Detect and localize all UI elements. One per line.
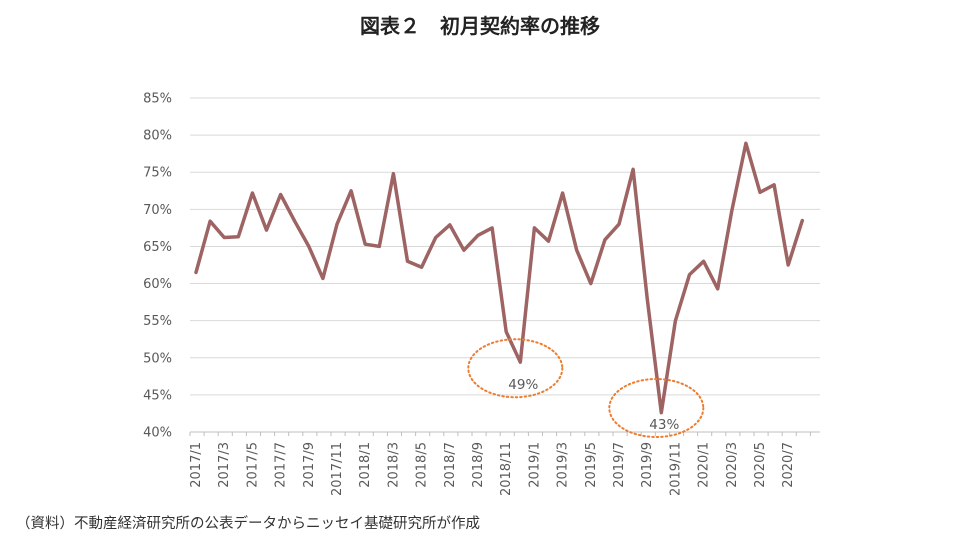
x-tick-label: 2017/1 [189, 442, 204, 488]
x-tick-label: 2020/3 [725, 442, 740, 488]
series-lines [194, 141, 805, 415]
annotation-ellipse [608, 378, 705, 438]
x-axis [189, 431, 820, 436]
x-tick-label: 2017/7 [274, 442, 289, 488]
x-tick-label: 2019/3 [556, 442, 571, 488]
y-tick-label: 50% [143, 351, 172, 366]
annotation-ellipse [467, 338, 564, 399]
x-tick-label: 2018/1 [358, 442, 373, 488]
x-tick-label: 2019/5 [584, 442, 599, 488]
y-tick-label: 75% [143, 166, 172, 181]
x-axis-tick-labels: 2017/1 2017/3 2017/5 2017/7 2017/9 2017/11 201… [189, 442, 796, 496]
y-tick-label: 45% [143, 388, 172, 403]
x-tick-label: 2019/7 [612, 442, 627, 488]
y-tick-label: 85% [143, 92, 172, 107]
y-tick-label: 65% [143, 240, 172, 255]
gridlines [190, 97, 820, 433]
x-tick-label: 2017/3 [217, 442, 232, 488]
source-note: （資料）不動産経済研究所の公表データからニッセイ基礎研究所が作成 [16, 516, 480, 532]
x-tick-label: 2019/9 [640, 442, 655, 488]
x-tick-label: 2018/7 [443, 442, 458, 488]
chart-title: 図表２ 初月契約率の推移 [360, 14, 600, 38]
annotation-label: 49% [508, 377, 538, 393]
y-tick-label: 80% [143, 129, 172, 144]
x-tick-label: 2020/1 [697, 442, 712, 488]
x-tick-label: 2017/5 [245, 442, 260, 488]
y-tick-label: 40% [143, 426, 172, 441]
x-tick-label: 2018/3 [386, 442, 401, 488]
x-tick-label: 2017/9 [302, 442, 317, 488]
y-tick-label: 55% [143, 314, 172, 329]
annotations: 49% 43% [467, 338, 705, 438]
x-tick-label: 2017/11 [330, 442, 345, 496]
x-tick-label: 2020/5 [753, 442, 768, 488]
x-tick-label: 2019/11 [668, 442, 683, 496]
y-axis-tick-labels: 40% 45% 50% 55% 60% 65% 70% 75% 80% 85% [143, 92, 172, 441]
annotation-label: 43% [649, 417, 679, 433]
y-tick-label: 70% [143, 203, 172, 218]
x-tick-label: 2019/1 [527, 442, 542, 488]
x-tick-label: 2018/5 [415, 442, 430, 488]
x-tick-label: 2020/7 [781, 442, 796, 488]
x-tick-label: 2018/11 [499, 442, 514, 496]
x-tick-label: 2018/9 [471, 442, 486, 488]
y-tick-label: 60% [143, 277, 172, 292]
series-line [194, 141, 805, 415]
